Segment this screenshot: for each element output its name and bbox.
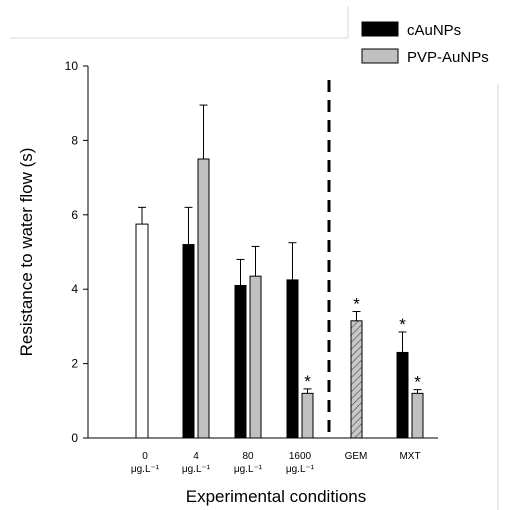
x-category-label: MXT	[399, 451, 420, 462]
x-category-label: GEM	[345, 451, 368, 462]
y-tick-label: 8	[71, 133, 78, 147]
x-category-label: 4	[193, 451, 199, 462]
x-axis-title: Experimental conditions	[186, 487, 366, 506]
bar	[197, 158, 210, 439]
bar	[234, 284, 247, 439]
x-category-unit: μg.L⁻¹	[286, 464, 315, 475]
bar	[411, 392, 424, 439]
x-category-unit: μg.L⁻¹	[131, 464, 160, 475]
y-axis-title: Resistance to water flow (s)	[17, 148, 36, 357]
significance-star: *	[353, 295, 360, 314]
significance-star: *	[304, 372, 311, 391]
bar	[249, 275, 262, 439]
x-category-unit: μg.L⁻¹	[182, 464, 211, 475]
bar	[350, 320, 363, 439]
bar	[301, 392, 314, 439]
legend: cAuNPs PVP-AuNPs	[361, 21, 489, 66]
significance-star: *	[414, 373, 421, 392]
x-category-label: 80	[242, 451, 254, 462]
bars-group: * * * *	[135, 104, 424, 439]
bar	[286, 279, 299, 439]
y-tick-label: 6	[71, 208, 78, 222]
significance-star: *	[399, 315, 406, 334]
bar	[135, 223, 149, 439]
y-tick-label: 0	[71, 431, 78, 445]
x-category-unit: μg.L⁻¹	[234, 464, 263, 475]
y-tick-label: 10	[65, 59, 79, 73]
legend-swatch-cauNPs	[361, 21, 399, 37]
legend-label-pvp-aunps: PVP-AuNPs	[407, 49, 489, 66]
bar	[182, 244, 195, 439]
legend-swatch-pvp-aunps	[361, 48, 399, 64]
y-axis-ticks: 0 2 4 6 8 10	[65, 59, 88, 445]
x-axis-labels: 0 μg.L⁻¹ 4 μg.L⁻¹ 80 μg.L⁻¹ 1600 μg.L⁻¹ GEM MXT	[131, 451, 421, 475]
x-category-label: 0	[142, 451, 148, 462]
x-category-label: 1600	[289, 451, 312, 462]
legend-label-cauNPs: cAuNPs	[407, 22, 461, 39]
bar	[396, 351, 409, 439]
y-tick-label: 4	[71, 282, 78, 296]
y-tick-label: 2	[71, 357, 78, 371]
